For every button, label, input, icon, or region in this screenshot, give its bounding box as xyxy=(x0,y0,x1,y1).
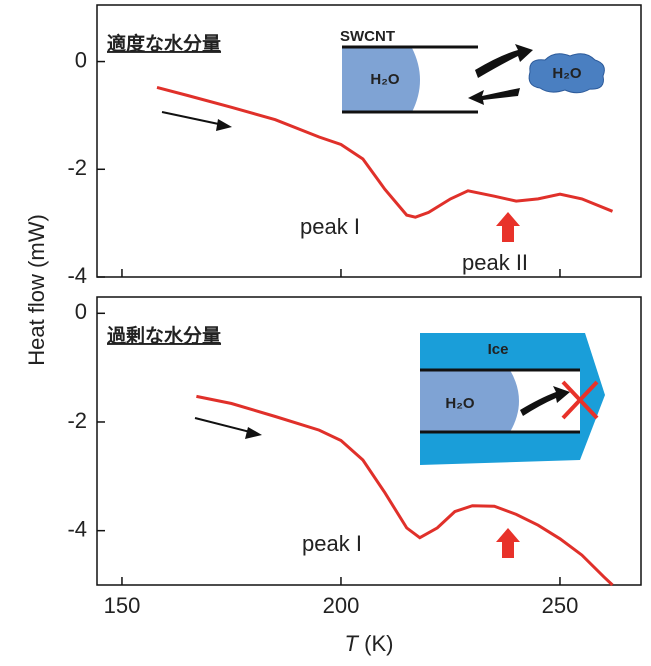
cloud xyxy=(528,53,605,94)
x-tick-label: 200 xyxy=(323,593,360,618)
inset-label: H₂O xyxy=(445,395,474,412)
panel-title: 適度な水分量 xyxy=(107,32,221,55)
water xyxy=(420,370,519,432)
inset-label: Ice xyxy=(488,341,509,358)
cross xyxy=(561,380,599,420)
data-line xyxy=(156,85,614,219)
peak-arrow xyxy=(496,212,520,242)
arrow xyxy=(468,88,520,105)
plot-frame xyxy=(96,296,642,586)
direction-arrow-head xyxy=(216,119,232,131)
inset-label: H₂O xyxy=(552,65,581,82)
inset-label: SWCNT xyxy=(340,28,395,45)
water xyxy=(342,48,420,112)
annotation: peak I xyxy=(300,214,360,239)
x-tick-label: 150 xyxy=(104,593,141,618)
annotation: peak I xyxy=(302,531,362,556)
direction-arrow-head xyxy=(245,427,262,439)
inset-top xyxy=(342,44,605,114)
inset-label: H₂O xyxy=(370,71,399,88)
x-axis-unit: (K) xyxy=(364,631,393,656)
peak-arrow xyxy=(496,528,520,558)
panel-title: 過剰な水分量 xyxy=(107,324,221,347)
annotation: peak II xyxy=(462,250,528,275)
arrow xyxy=(520,386,570,416)
plot-frame xyxy=(96,4,642,278)
y-tick-label: -4 xyxy=(67,516,87,541)
y-axis-label: Heat flow (mW) xyxy=(24,214,49,366)
y-tick-label: -4 xyxy=(67,263,87,288)
x-axis-symbol: T xyxy=(345,631,360,656)
arrow xyxy=(475,44,533,78)
inset-bottom xyxy=(420,333,605,465)
x-tick-label: 250 xyxy=(542,593,579,618)
y-tick-label: -2 xyxy=(67,155,87,180)
y-tick-label: 0 xyxy=(75,47,87,72)
data-line xyxy=(196,394,614,587)
y-tick-label: -2 xyxy=(67,408,87,433)
x-axis-label: T (K) xyxy=(345,631,394,656)
y-tick-label: 0 xyxy=(75,299,87,324)
